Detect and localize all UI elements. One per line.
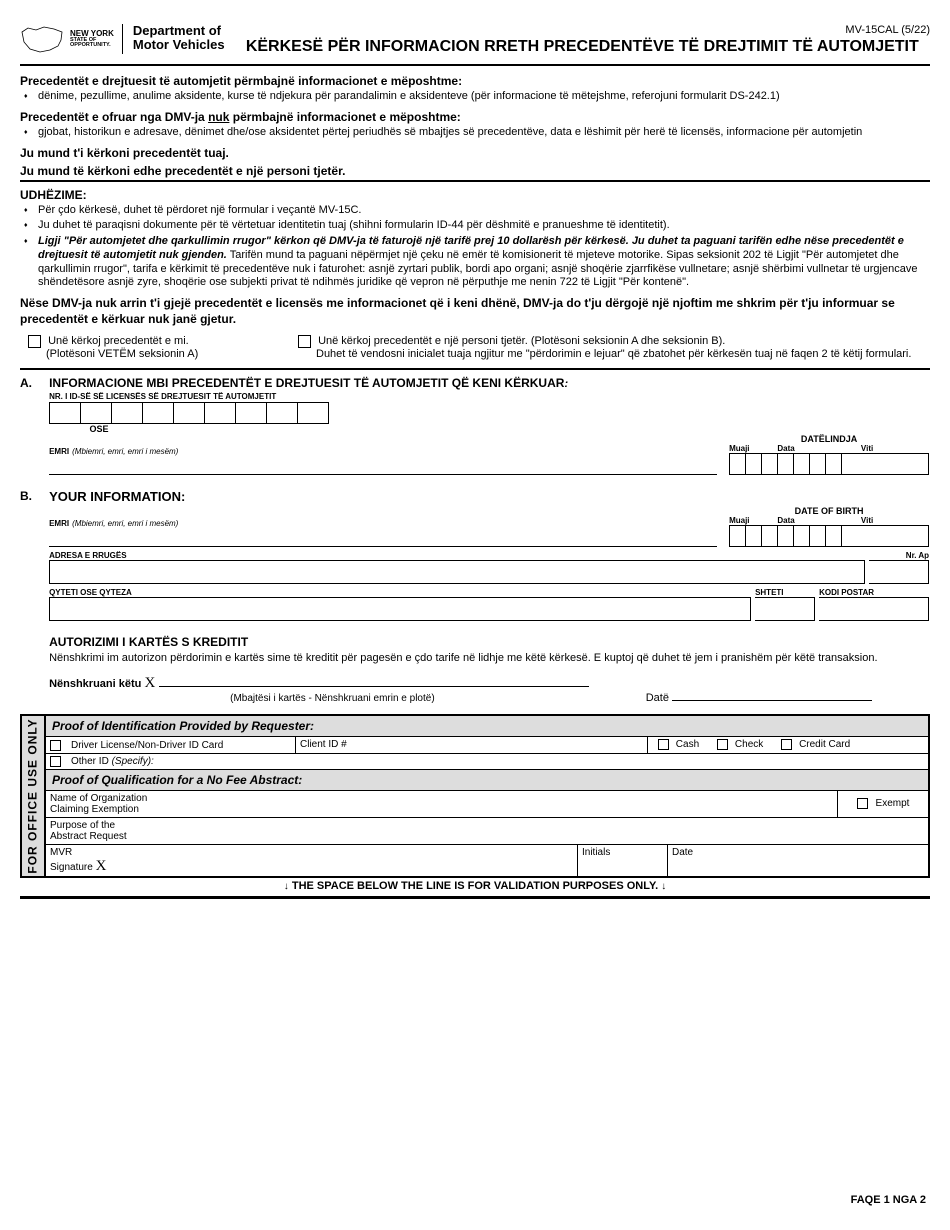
state-input[interactable]: [755, 597, 815, 621]
intro-h4: Ju mund të kërkoni edhe precedentët e nj…: [20, 164, 930, 178]
cc-title: AUTORIZIMI I KARTËS S KREDITIT: [49, 635, 929, 649]
checkbox-cc[interactable]: [781, 739, 792, 750]
divider: [20, 368, 930, 370]
office-date[interactable]: Date: [668, 845, 928, 877]
city-label: QYTETI OSE QYTEZA: [49, 588, 751, 597]
section-b: B. YOUR INFORMATION: EMRI (Mbiemri, emri…: [20, 489, 930, 704]
intro-h1: Precedentët e drejtuesit të automjetit p…: [20, 74, 930, 88]
ny-state-icon: [20, 24, 64, 54]
intro-b1: dënime, pezullime, anulime aksidente, ku…: [38, 90, 930, 104]
checkbox-own-record[interactable]: [28, 335, 41, 348]
ny-logo: NEW YORK STATE OF OPPORTUNITY.: [20, 24, 123, 54]
name-label-a: EMRI: [49, 447, 69, 456]
divider: [20, 64, 930, 66]
name-label-b: EMRI: [49, 519, 69, 528]
checkbox-dl[interactable]: [50, 740, 61, 751]
date-label: Datë: [646, 692, 669, 704]
office-h1: Proof of Identification Provided by Requ…: [46, 716, 928, 737]
ny-sublabel: STATE OF OPPORTUNITY.: [70, 38, 114, 49]
intro-b2: gjobat, historikun e adresave, dënimet d…: [38, 126, 930, 140]
instructions-title: UDHËZIME:: [20, 188, 930, 202]
divider: [20, 180, 930, 182]
license-id-input[interactable]: [49, 402, 329, 424]
sec-b-letter: B.: [20, 489, 46, 503]
city-input[interactable]: [49, 597, 751, 621]
request-type-row: Unë kërkoj precedentët e mi. (Plotësoni …: [28, 335, 930, 360]
check2-sub: Duhet të vendosni inicialet tuaja ngjitu…: [316, 348, 911, 360]
zip-label: KODI POSTAR: [819, 588, 929, 597]
intro-h2: Precedentët e ofruar nga DMV-ja nuk përm…: [20, 110, 930, 124]
date-line[interactable]: [672, 700, 872, 701]
dob-input-a[interactable]: [729, 453, 929, 475]
id-label: NR. I ID-SË SË LICENSËS SË DREJTUESIT TË…: [49, 392, 929, 401]
main-title: KËRKESË PËR INFORMACION RRETH PRECEDENTË…: [235, 38, 930, 56]
validation-note: ↓ THE SPACE BELOW THE LINE IS FOR VALIDA…: [20, 880, 930, 892]
check2-label: Unë kërkoj precedentët e një personi tje…: [318, 335, 725, 347]
dmv-label: Department of Motor Vehicles: [133, 24, 225, 51]
header: NEW YORK STATE OF OPPORTUNITY. Departmen…: [20, 24, 930, 56]
dob-label-b: DATE OF BIRTH: [729, 506, 929, 516]
form-number: MV-15CAL (5/22): [235, 24, 930, 36]
sign-label: Nënshkruani këtu: [49, 678, 141, 690]
instr-3: Ligji "Për automjetet dhe qarkullimin rr…: [38, 235, 930, 290]
client-id[interactable]: Client ID #: [296, 737, 648, 752]
office-use-box: FOR OFFICE USE ONLY Proof of Identificat…: [20, 714, 930, 878]
checkbox-other-id[interactable]: [50, 756, 61, 767]
checkbox-exempt[interactable]: [857, 798, 868, 809]
sec-a-letter: A.: [20, 376, 46, 390]
office-initials[interactable]: Initials: [578, 845, 668, 877]
checkbox-cash[interactable]: [658, 739, 669, 750]
dmv-note: Nëse DMV-ja nuk arrin t'i gjejë preceden…: [20, 296, 930, 327]
apt-label: Nr. Ap: [869, 551, 929, 560]
sec-b-title: YOUR INFORMATION:: [49, 489, 185, 504]
street-input[interactable]: [49, 560, 865, 584]
sec-a-title: INFORMACIONE MBI PRECEDENTËT E DREJTUESI…: [49, 376, 564, 390]
name-input-b[interactable]: [49, 529, 717, 547]
ose-label: OSE: [69, 424, 129, 434]
name-input-a[interactable]: [49, 457, 717, 475]
dob-input-b[interactable]: [729, 525, 929, 547]
office-side-label: FOR OFFICE USE ONLY: [22, 716, 46, 876]
check1-label: Unë kërkoj precedentët e mi.: [48, 335, 189, 347]
page-number: FAQE 1 NGA 2: [851, 1194, 926, 1206]
checkbox-check[interactable]: [717, 739, 728, 750]
state-label: SHTETI: [755, 588, 815, 597]
addr-label: ADRESA E RRUGËS: [49, 551, 865, 560]
signature-line[interactable]: [159, 686, 589, 687]
instr-2: Ju duhet të paraqisni dokumente për të v…: [38, 219, 930, 233]
office-h2: Proof of Qualification for a No Fee Abst…: [46, 770, 928, 791]
zip-input[interactable]: [819, 597, 929, 621]
intro-h3: Ju mund t'i kërkoni precedentët tuaj.: [20, 146, 930, 160]
section-a: A. INFORMACIONE MBI PRECEDENTËT E DREJTU…: [20, 376, 930, 475]
sign-sub: (Mbajtësi i kartës - Nënshkruani emrin e…: [49, 693, 616, 704]
checkbox-other-record[interactable]: [298, 335, 311, 348]
dob-label-a: DATËLINDJA: [729, 434, 929, 444]
check1-sub: (Plotësoni VETËM seksionin A): [46, 348, 198, 360]
cc-text: Nënshkrimi im autorizon përdorimin e kar…: [49, 651, 929, 665]
footer-divider: [20, 896, 930, 899]
apt-input[interactable]: [869, 560, 929, 584]
instr-1: Për çdo kërkesë, duhet të përdoret një f…: [38, 204, 930, 218]
